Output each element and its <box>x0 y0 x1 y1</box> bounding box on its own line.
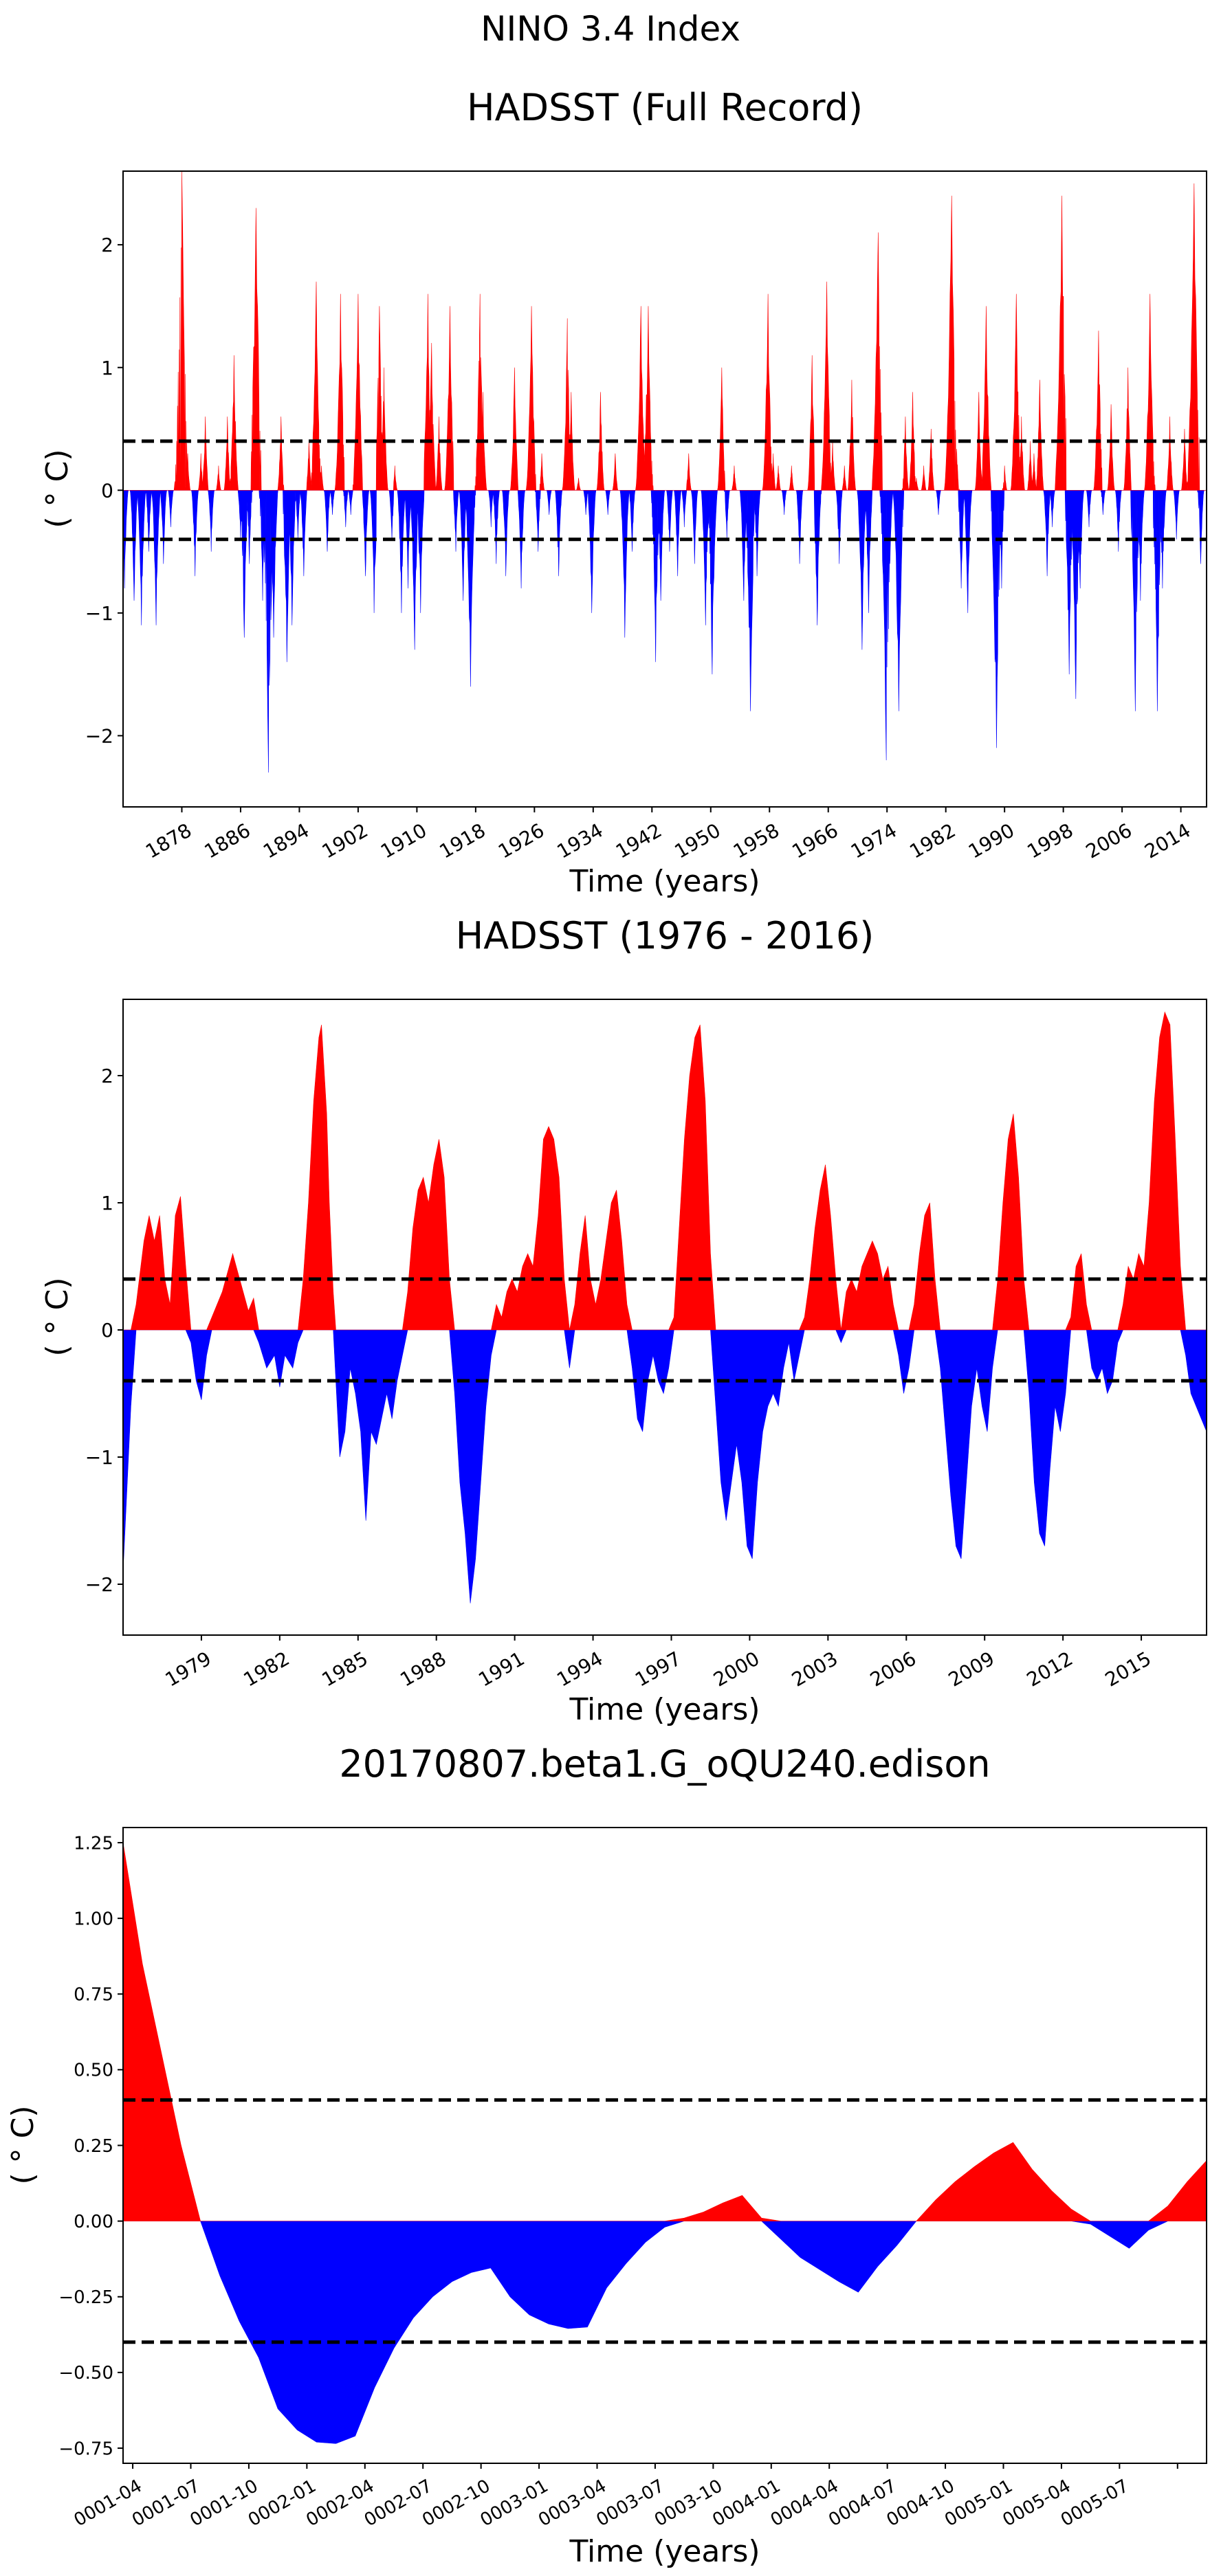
chart1-xtick-label: 1950 <box>670 819 724 863</box>
chart3-xlabel: Time (years) <box>569 2534 760 2569</box>
chart1-positive-area <box>123 171 1207 491</box>
chart1-xtick-label: 1902 <box>318 819 372 863</box>
chart2-thresholds <box>123 1277 1207 1383</box>
chart-panel-1: HADSST (Full Record) −2 −1 0 1 2 1878 1886 189… <box>40 86 1207 899</box>
chart2-xtick-label: 2003 <box>788 1647 842 1691</box>
chart2-ytick-label: 0 <box>101 1319 113 1342</box>
chart2-xtick-label: 1997 <box>631 1647 685 1691</box>
chart1-areas <box>123 171 1207 773</box>
chart2-xlabel: Time (years) <box>569 1692 760 1727</box>
chart3-yticks: −0.75 −0.50 −0.25 0.00 0.25 0.50 0.75 1.00 1.25 <box>58 1833 123 2459</box>
chart2-yticks: −2 −1 0 1 2 <box>85 1065 123 1596</box>
chart2-frame <box>122 999 1207 1636</box>
chart1-title: HADSST (Full Record) <box>467 86 863 129</box>
chart1-ytick-label: 2 <box>101 234 113 256</box>
chart1-ylabel: ( ° C) <box>40 449 75 528</box>
chart2-positive-area <box>123 1011 1207 1331</box>
chart1-yticks: −2 −1 0 1 2 <box>85 234 123 748</box>
chart1-xtick-label: 1878 <box>142 819 195 863</box>
chart2-xtick-label: 1979 <box>162 1647 215 1691</box>
chart1-xtick-label: 1958 <box>729 819 783 863</box>
chart3-title: 20170807.beta1.G_oQU240.edison <box>339 1742 990 1786</box>
chart2-xtick-label: 1982 <box>240 1647 294 1691</box>
chart1-xtick-label: 2014 <box>1141 819 1194 863</box>
chart1-xtick-label: 1982 <box>905 819 959 863</box>
chart3-ytick-label: 0.50 <box>74 2061 113 2081</box>
chart2-xtick-label: 1991 <box>474 1647 528 1691</box>
chart1-xtick-label: 1934 <box>553 819 607 863</box>
chart1-xtick-label: 1886 <box>201 819 254 863</box>
chart3-ytick-label: −0.50 <box>58 2363 113 2384</box>
chart3-ytick-label: 1.00 <box>74 1909 113 1930</box>
chart2-ytick-label: 1 <box>101 1192 113 1214</box>
chart3-ytick-label: −0.25 <box>58 2287 113 2308</box>
chart1-xtick-label: 1918 <box>436 819 490 863</box>
chart2-xtick-label: 2012 <box>1023 1647 1077 1691</box>
chart1-ytick-label: −2 <box>85 725 113 748</box>
chart-panel-3: 20170807.beta1.G_oQU240.edison −0.75 −0.5… <box>6 1742 1207 2569</box>
chart-panel-2: HADSST (1976 - 2016) −2 −1 0 1 2 1979 1982 198… <box>40 914 1207 1727</box>
chart1-xticks: 1878 1886 1894 1902 1910 1918 1926 1934 1942 1950… <box>142 807 1195 863</box>
chart3-ytick-label: 1.25 <box>74 1833 113 1854</box>
chart1-ytick-label: −1 <box>85 602 113 625</box>
chart2-ytick-label: 2 <box>101 1065 113 1087</box>
chart1-xtick-label: 1894 <box>259 819 313 863</box>
chart2-xtick-label: 1988 <box>396 1647 450 1691</box>
chart1-xlabel: Time (years) <box>569 864 760 899</box>
chart3-areas <box>123 1842 1207 2444</box>
chart1-ytick-label: 1 <box>101 357 113 379</box>
chart3-ytick-label: 0.25 <box>74 2136 113 2157</box>
chart1-xtick-label: 1974 <box>847 819 901 863</box>
chart2-xtick-label: 2006 <box>866 1647 920 1691</box>
chart1-ytick-label: 0 <box>101 479 113 502</box>
chart3-ytick-label: 0.00 <box>74 2212 113 2232</box>
chart2-title: HADSST (1976 - 2016) <box>456 914 874 957</box>
chart2-xtick-label: 2015 <box>1101 1647 1155 1691</box>
chart1-xtick-label: 1998 <box>1023 819 1077 863</box>
chart1-xtick-label: 1990 <box>965 819 1018 863</box>
chart1-xtick-label: 1942 <box>612 819 666 863</box>
chart1-xtick-label: 1910 <box>377 819 430 863</box>
chart2-xtick-label: 1994 <box>553 1647 606 1691</box>
chart2-xticks: 1979 1982 1985 1988 1991 1994 1997 2000 2003 2006… <box>162 1635 1155 1691</box>
chart3-positive-area <box>123 1842 1207 2221</box>
chart1-xtick-label: 1926 <box>494 819 548 863</box>
chart1-frame <box>122 170 1207 808</box>
chart3-ytick-label: 0.75 <box>74 1985 113 2006</box>
chart1-xtick-label: 2006 <box>1082 819 1136 863</box>
chart1-xtick-label: 1966 <box>788 819 842 863</box>
chart2-xtick-label: 2000 <box>710 1647 763 1691</box>
chart2-xtick-label: 2009 <box>945 1647 998 1691</box>
figure-title: NINO 3.4 Index <box>481 9 740 49</box>
chart3-thresholds <box>123 2098 1207 2344</box>
chart1-negative-area <box>123 489 1207 773</box>
chart2-areas <box>123 1011 1207 1603</box>
chart1-thresholds <box>123 439 1207 542</box>
chart3-xticks: 0001-040001-070001-100002-010002-040002-… <box>71 2463 1178 2531</box>
chart3-ylabel: ( ° C) <box>6 2105 41 2184</box>
chart3-ytick-label: −0.75 <box>58 2439 113 2459</box>
chart2-ytick-label: −1 <box>85 1446 113 1469</box>
chart3-negative-area <box>123 2221 1207 2444</box>
chart2-ytick-label: −2 <box>85 1573 113 1596</box>
chart2-xtick-label: 1985 <box>318 1647 371 1691</box>
chart2-negative-area <box>123 1329 1207 1603</box>
chart2-ylabel: ( ° C) <box>40 1277 75 1356</box>
